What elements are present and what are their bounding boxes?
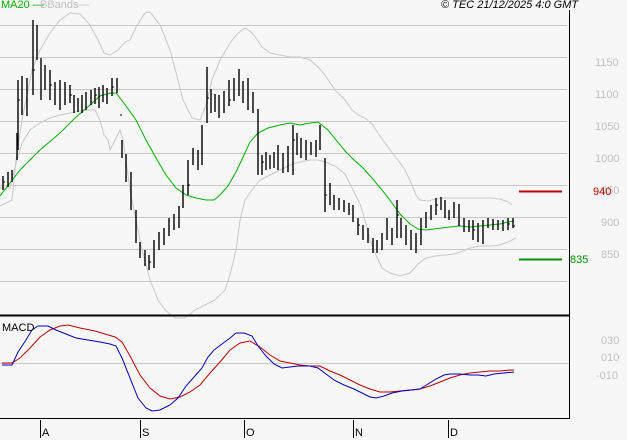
bollinger-bands bbox=[0, 11, 517, 319]
macd-tick-030: 030 bbox=[601, 335, 620, 347]
legend-bbands-label: BBands bbox=[40, 0, 79, 11]
bbands-lower bbox=[0, 109, 517, 319]
month-label-dec: D bbox=[450, 427, 458, 439]
support-level-label: 835 bbox=[570, 254, 589, 266]
macd-panel-title: MACD bbox=[2, 322, 35, 334]
month-label-sep: S bbox=[142, 427, 150, 439]
month-label-aug: A bbox=[42, 427, 50, 439]
month-label-oct: O bbox=[246, 427, 255, 439]
month-label-nov: N bbox=[355, 427, 363, 439]
legend-ma20-label: MA20 bbox=[1, 0, 30, 11]
macd-main-line bbox=[2, 325, 515, 412]
ohlc-ticks bbox=[3, 69, 515, 263]
price-tick-850: 850 bbox=[601, 249, 620, 261]
price-tick-1050: 1050 bbox=[595, 121, 620, 133]
bbands-upper bbox=[0, 11, 513, 207]
price-tick-1100: 1100 bbox=[595, 89, 619, 101]
price-tick-900: 900 bbox=[601, 217, 620, 229]
price-tick-1000: 1000 bbox=[595, 153, 620, 165]
copyright-timestamp: © TEC 21/12/2025 4:0 GMT bbox=[441, 0, 579, 11]
price-tick-950: 950 bbox=[601, 185, 620, 197]
macd-tick-010: 010 bbox=[601, 352, 620, 364]
legend-ma20: MA20 — bbox=[1, 0, 44, 11]
ohlc-bars bbox=[2, 20, 514, 270]
macd-tick-neg010: -010 bbox=[596, 370, 619, 382]
macd-signal-line bbox=[2, 324, 514, 400]
price-tick-1150: 1150 bbox=[595, 57, 619, 69]
x-axis-month-ticks bbox=[40, 420, 449, 438]
legend-bbands: BBands— bbox=[40, 0, 90, 11]
ma20-line bbox=[0, 92, 515, 231]
resistance-level-label: 940 bbox=[593, 186, 612, 198]
